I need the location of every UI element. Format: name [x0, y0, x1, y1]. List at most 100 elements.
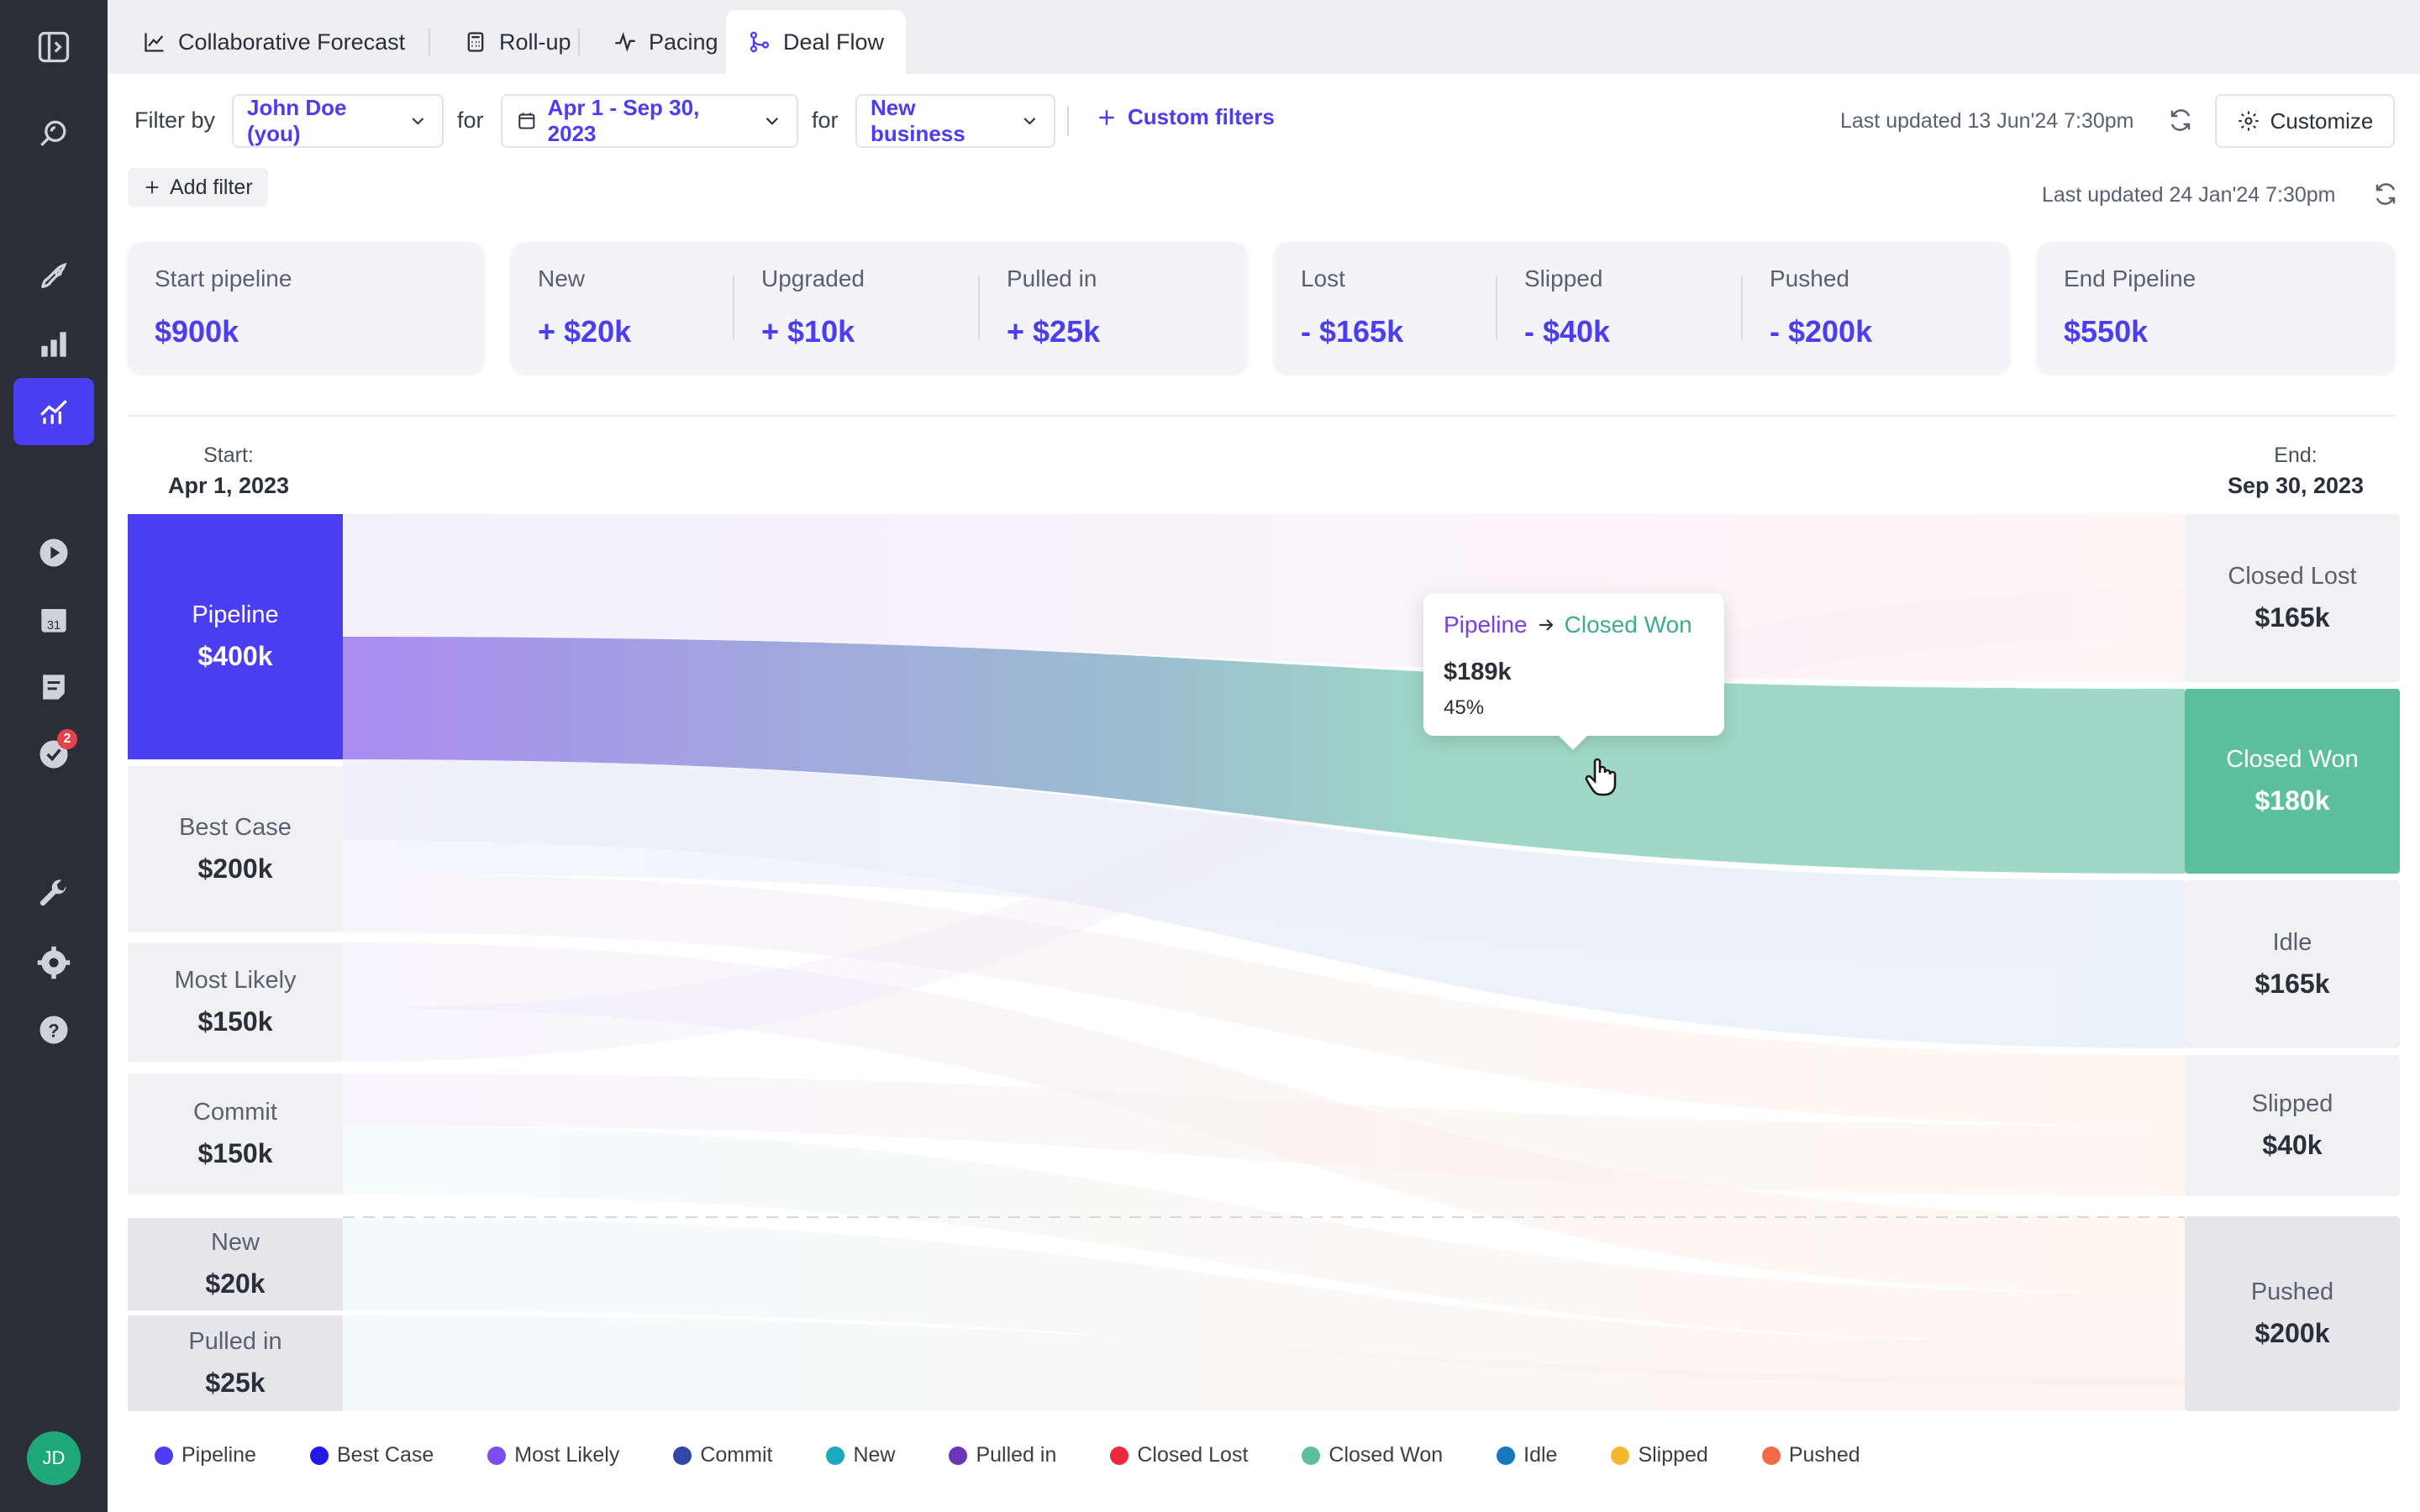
node-name: New — [210, 1229, 260, 1256]
legend-item[interactable]: New — [826, 1443, 895, 1467]
tooltip-from: Pipeline — [1444, 612, 1528, 638]
add-filter-label: Add filter — [170, 175, 253, 199]
flow-most-likely-closed-lost[interactable] — [343, 588, 2185, 1062]
legend-dot — [949, 1446, 968, 1465]
settings-icon[interactable] — [13, 929, 94, 996]
legend-label: Pushed — [1788, 1443, 1860, 1467]
losses-card: Lost - $165k Slipped - $40k Pushed - $20… — [1274, 242, 2010, 373]
bar-chart-icon[interactable] — [13, 311, 94, 378]
flow-best-case-slipped[interactable] — [343, 874, 2185, 1126]
flow-commit-pushed[interactable] — [343, 1126, 2185, 1344]
flow-pipeline-closed-won[interactable] — [343, 637, 2185, 874]
start-pipeline-card: Start pipeline $900k — [128, 242, 484, 373]
end-date-value: Sep 30, 2023 — [2227, 473, 2365, 498]
flow-new-pushed[interactable] — [343, 1218, 2185, 1386]
calculator-icon — [467, 32, 484, 52]
tab-roll-up[interactable]: Roll-up — [442, 10, 593, 74]
tab-pacing[interactable]: Pacing — [592, 10, 740, 74]
legend-dot — [1302, 1446, 1321, 1465]
user-filter-dropdown[interactable]: John Doe (you) — [232, 94, 444, 148]
flow-most-likely-pushed[interactable] — [343, 942, 2185, 1294]
kpi-label: Slipped — [1524, 265, 1603, 291]
target-node-label: Closed Lost $165k — [2185, 514, 2400, 682]
legend-item[interactable]: Commit — [673, 1443, 772, 1467]
tasks-icon[interactable]: 2 — [13, 721, 94, 788]
legend-item[interactable]: Pulled in — [949, 1443, 1056, 1467]
help-icon[interactable]: ? — [13, 996, 94, 1063]
legend-item[interactable]: Idle — [1497, 1443, 1557, 1467]
segment-dropdown[interactable]: New business — [855, 94, 1055, 148]
filter-divider — [1067, 106, 1069, 136]
play-icon[interactable] — [13, 519, 94, 586]
flow-best-case-idle[interactable] — [343, 766, 2185, 966]
wrench-icon[interactable] — [13, 862, 94, 929]
legend-label: Pipeline — [182, 1443, 256, 1467]
legend-label: Commit — [700, 1443, 773, 1467]
rocket-icon[interactable] — [13, 244, 94, 311]
customize-button[interactable]: Customize — [2215, 94, 2395, 148]
node-name: Pushed — [2250, 1278, 2334, 1305]
add-filter-button[interactable]: Add filter — [128, 168, 268, 207]
arrow-right-icon — [1539, 619, 1554, 631]
pulse-icon — [615, 32, 635, 52]
forecast-chart-icon[interactable] — [13, 378, 94, 445]
notes-icon[interactable] — [13, 654, 94, 721]
legend-item[interactable]: Closed Won — [1302, 1443, 1443, 1467]
node-name: Slipped — [2251, 1090, 2333, 1117]
legend-dot — [1110, 1446, 1129, 1465]
flow-pipeline-idle[interactable] — [343, 759, 2185, 1048]
legend-dot — [1497, 1446, 1516, 1465]
source-node-label: New $20k — [128, 1218, 343, 1310]
legend-item[interactable]: Pushed — [1761, 1443, 1860, 1467]
kpi-label: Pushed — [1770, 265, 1849, 291]
legend-item[interactable]: Most Likely — [487, 1443, 619, 1467]
legend-dot — [155, 1446, 173, 1465]
legend-item[interactable]: Closed Lost — [1110, 1443, 1248, 1467]
kpi-value: $550k — [2064, 314, 2149, 349]
tab-collaborative-forecast[interactable]: Collaborative Forecast — [121, 10, 427, 74]
node-name: Most Likely — [174, 967, 297, 994]
node-name: Best Case — [179, 814, 292, 841]
kpi-value: + $25k — [1007, 314, 1101, 349]
avatar[interactable]: JD — [27, 1431, 81, 1485]
node-value: $200k — [2254, 1318, 2330, 1348]
kpi-value: - $40k — [1524, 314, 1611, 349]
kpi-value: $900k — [155, 314, 239, 349]
tab-label: Deal Flow — [783, 29, 885, 55]
for-label: for — [457, 108, 484, 133]
kpi-value: + $10k — [761, 314, 855, 349]
flow-icon — [750, 31, 770, 53]
toggle-sidebar-icon[interactable] — [13, 13, 94, 81]
legend-label: Idle — [1523, 1443, 1558, 1467]
node-name: Pulled in — [188, 1328, 282, 1355]
date-range-dropdown[interactable]: Apr 1 - Sep 30, 2023 — [501, 94, 798, 148]
calendar-icon[interactable]: 31 — [13, 586, 94, 654]
target-node-label: Slipped $40k — [2185, 1055, 2400, 1196]
tab-deal-flow[interactable]: Deal Flow — [726, 10, 907, 74]
chevron-down-icon — [765, 118, 779, 125]
node-value: $400k — [197, 641, 273, 671]
tasks-badge: 2 — [57, 729, 77, 749]
node-value: $165k — [2254, 969, 2330, 999]
refresh-icon[interactable] — [2168, 108, 2193, 133]
node-name: Closed Won — [2226, 746, 2359, 773]
legend-item[interactable]: Best Case — [309, 1443, 434, 1467]
flow-pulled-in-pushed[interactable] — [343, 1315, 2185, 1411]
flow-commit-slipped[interactable] — [343, 1074, 2185, 1196]
node-name: Pipeline — [192, 601, 279, 628]
node-value: $25k — [205, 1368, 266, 1398]
legend-label: Closed Won — [1328, 1443, 1444, 1467]
start-date-label: Start: — [203, 444, 254, 467]
hand-cursor-icon — [1585, 758, 1617, 796]
kpi-value: - $165k — [1301, 314, 1404, 349]
refresh-icon[interactable] — [2373, 181, 2398, 207]
custom-filters-button[interactable]: Custom filters — [1096, 104, 1275, 130]
end-date-label: End: — [2274, 444, 2317, 467]
search-icon[interactable] — [13, 101, 94, 168]
legend-item[interactable]: Slipped — [1611, 1443, 1708, 1467]
sidebar: 31 2 ? JD — [0, 0, 108, 1512]
flow-pipeline-closed-lost[interactable] — [343, 514, 2185, 682]
kpi-label: Lost — [1301, 265, 1345, 291]
source-node-label: Most Likely $150k — [128, 942, 343, 1062]
legend-item[interactable]: Pipeline — [155, 1443, 256, 1467]
